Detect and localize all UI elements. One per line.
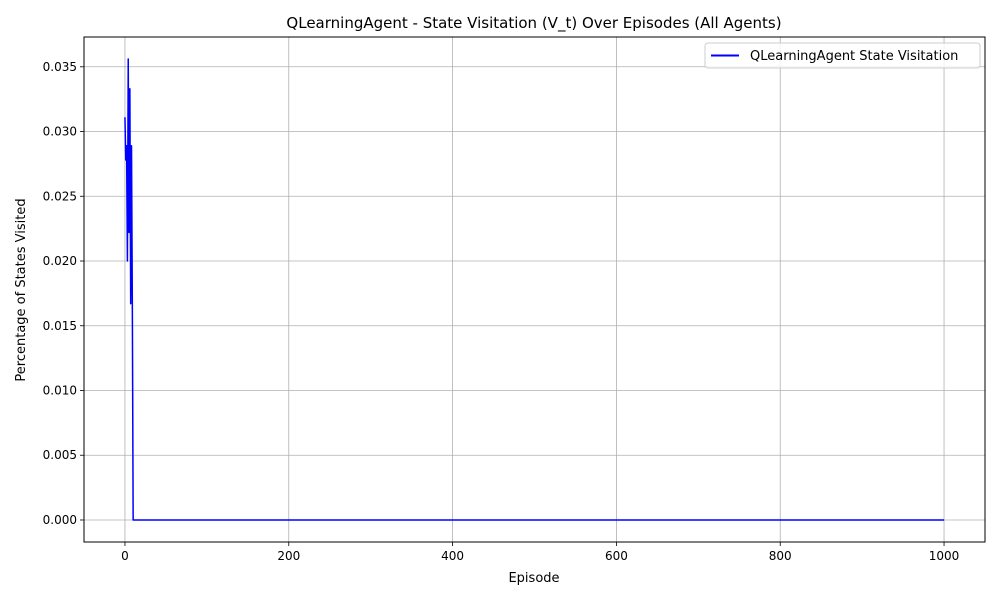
series-line	[124, 58, 945, 521]
plot-frame	[83, 36, 986, 543]
x-tick-label: 200	[277, 549, 300, 563]
y-tick-label: 0.015	[43, 319, 77, 333]
x-axis-label: Episode	[508, 571, 559, 586]
y-tick-label: 0.035	[43, 60, 77, 74]
legend-label: QLearningAgent State Visitation	[750, 49, 958, 64]
grid-lines	[84, 37, 985, 542]
x-tick-label: 800	[769, 549, 792, 563]
y-axis-label: Percentage of States Visited	[14, 198, 29, 381]
legend-box	[704, 42, 981, 69]
chart-title: QLearningAgent - State Visitation (V_t) …	[286, 14, 781, 33]
y-tick-label: 0.005	[43, 448, 77, 462]
x-tick-label: 600	[605, 549, 628, 563]
y-tick-label: 0.025	[43, 189, 77, 203]
axis-ticks: 0 200 400 600 800 1000 0.000 0.005 0.010 0.015 0.0…	[43, 60, 960, 563]
x-tick-label: 400	[441, 549, 464, 563]
y-tick-label: 0.000	[43, 513, 77, 527]
y-tick-label: 0.020	[43, 254, 77, 268]
series-layer	[124, 58, 945, 521]
x-tick-label: 0	[121, 549, 129, 563]
legend: QLearningAgent State Visitation	[704, 42, 981, 69]
y-tick-label: 0.030	[43, 125, 77, 139]
x-tick-label: 1000	[929, 549, 960, 563]
y-tick-label: 0.010	[43, 384, 77, 398]
